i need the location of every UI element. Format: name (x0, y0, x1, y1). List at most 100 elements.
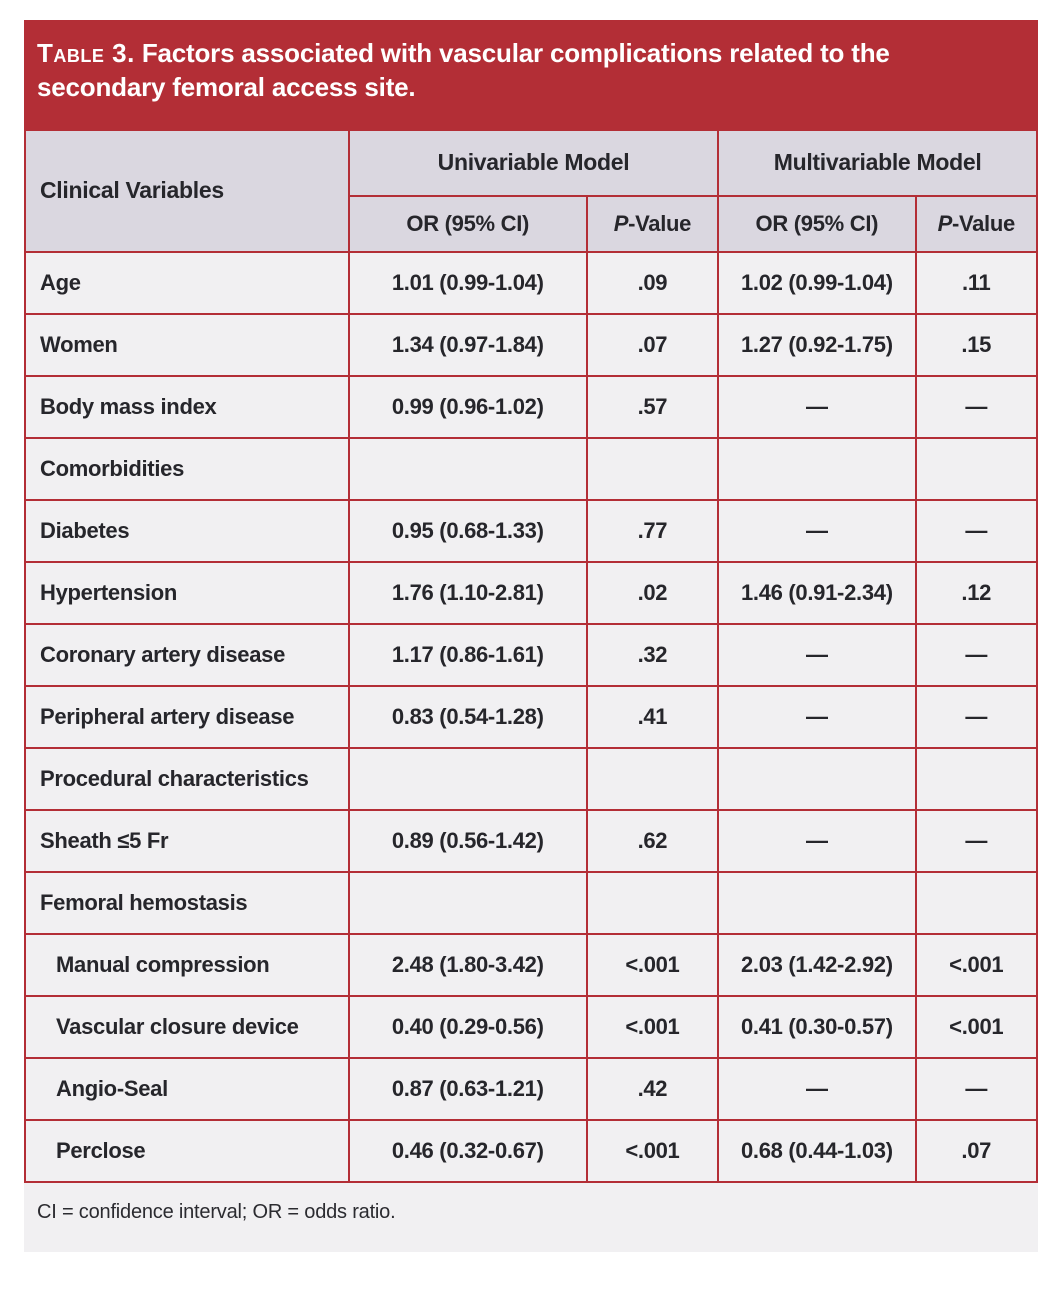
multi-or-cell: — (717, 622, 917, 687)
multi-or-cell: — (717, 808, 917, 873)
table-title-bar: Table 3. Factors associated with vascula… (24, 20, 1038, 129)
uni-p-cell: <.001 (585, 994, 720, 1059)
multi-p-cell: <.001 (914, 994, 1039, 1059)
uni-p-cell (585, 436, 720, 501)
table-row-femoral-hemostasis: Femoral hemostasis (24, 870, 1039, 935)
table-row-diabetes: Diabetes 0.95 (0.68-1.33) .77 — — (24, 498, 1039, 563)
uni-pvalue-header: P-Value (585, 194, 720, 253)
table-row-age: Age 1.01 (0.99-1.04) .09 1.02 (0.99-1.04… (24, 250, 1039, 315)
uni-p-cell: .09 (585, 250, 720, 315)
p-italic: P (613, 210, 629, 236)
uni-or-cell: 2.48 (1.80-3.42) (347, 932, 588, 997)
p-suffix: -Value (628, 210, 692, 236)
uni-or-cell: 0.87 (0.63-1.21) (347, 1056, 588, 1121)
clinical-variables-header: Clinical Variables (24, 128, 350, 253)
row-label: Procedural characteristics (24, 746, 350, 811)
uni-p-cell: .42 (585, 1056, 720, 1121)
multi-p-cell: — (914, 808, 1039, 873)
row-label: Femoral hemostasis (24, 870, 350, 935)
table-footnote: CI = confidence interval; OR = odds rati… (24, 1182, 1038, 1252)
uni-or-cell (347, 746, 588, 811)
table-row-comorbidities: Comorbidities (24, 436, 1039, 501)
multi-pvalue-header: P-Value (914, 194, 1039, 253)
table-row-women: Women 1.34 (0.97-1.84) .07 1.27 (0.92-1.… (24, 312, 1039, 377)
row-label: Vascular closure device (24, 994, 350, 1059)
row-label: Women (24, 312, 350, 377)
multi-p-cell (914, 436, 1039, 501)
multi-or-cell (717, 436, 917, 501)
uni-p-cell: .41 (585, 684, 720, 749)
uni-or-cell: 1.34 (0.97-1.84) (347, 312, 588, 377)
uni-or-cell: 1.17 (0.86-1.61) (347, 622, 588, 687)
row-label: Diabetes (24, 498, 350, 563)
table-row-cad: Coronary artery disease 1.17 (0.86-1.61)… (24, 622, 1039, 687)
multi-or-header: OR (95% CI) (717, 194, 917, 253)
multi-p-cell: .07 (914, 1118, 1039, 1183)
uni-p-cell: .57 (585, 374, 720, 439)
multi-or-cell: — (717, 1056, 917, 1121)
table-row-vascular-closure-device: Vascular closure device 0.40 (0.29-0.56)… (24, 994, 1039, 1059)
uni-or-cell (347, 870, 588, 935)
uni-or-cell: 1.01 (0.99-1.04) (347, 250, 588, 315)
table-row-perclose: Perclose 0.46 (0.32-0.67) <.001 0.68 (0.… (24, 1118, 1039, 1183)
row-label: Coronary artery disease (24, 622, 350, 687)
row-label: Manual compression (24, 932, 350, 997)
multi-p-cell: — (914, 622, 1039, 687)
uni-p-cell: .62 (585, 808, 720, 873)
p-italic: P (937, 210, 953, 236)
multi-or-cell: 0.68 (0.44-1.03) (717, 1118, 917, 1183)
multi-or-cell: 0.41 (0.30-0.57) (717, 994, 917, 1059)
multivariable-model-header: Multivariable Model (717, 128, 1038, 197)
uni-or-cell: 0.46 (0.32-0.67) (347, 1118, 588, 1183)
uni-p-cell (585, 870, 720, 935)
group-header-row: Clinical Variables Univariable Model Mul… (24, 128, 1038, 253)
table-row-angio-seal: Angio-Seal 0.87 (0.63-1.21) .42 — — (24, 1056, 1039, 1121)
table-header: Clinical Variables Univariable Model Mul… (24, 128, 1039, 253)
uni-or-cell: 0.95 (0.68-1.33) (347, 498, 588, 563)
multi-p-cell (914, 746, 1039, 811)
uni-or-cell: 1.76 (1.10-2.81) (347, 560, 588, 625)
table-row-procedural: Procedural characteristics (24, 746, 1039, 811)
uni-or-cell: 0.89 (0.56-1.42) (347, 808, 588, 873)
multi-or-cell: — (717, 498, 917, 563)
uni-or-cell: 0.99 (0.96-1.02) (347, 374, 588, 439)
multi-p-cell: .12 (914, 560, 1039, 625)
row-label: Hypertension (24, 560, 350, 625)
table-row-pad: Peripheral artery disease 0.83 (0.54-1.2… (24, 684, 1039, 749)
results-table: Clinical Variables Univariable Model Mul… (24, 128, 1039, 1183)
table-body: Age 1.01 (0.99-1.04) .09 1.02 (0.99-1.04… (24, 250, 1039, 1183)
multi-p-cell: .11 (914, 250, 1039, 315)
uni-p-cell: <.001 (585, 932, 720, 997)
uni-p-cell: .32 (585, 622, 720, 687)
multi-or-cell: 1.27 (0.92-1.75) (717, 312, 917, 377)
multi-or-cell: — (717, 684, 917, 749)
uni-or-cell: 0.83 (0.54-1.28) (347, 684, 588, 749)
table-number-label: Table 3. (37, 38, 135, 68)
multi-p-cell: — (914, 684, 1039, 749)
multi-or-cell: — (717, 374, 917, 439)
multi-p-cell: .15 (914, 312, 1039, 377)
multi-or-cell: 1.46 (0.91-2.34) (717, 560, 917, 625)
multi-p-cell: — (914, 498, 1039, 563)
uni-or-header: OR (95% CI) (347, 194, 588, 253)
row-label: Peripheral artery disease (24, 684, 350, 749)
uni-or-cell: 0.40 (0.29-0.56) (347, 994, 588, 1059)
multi-p-cell: — (914, 374, 1039, 439)
table-row-manual-compression: Manual compression 2.48 (1.80-3.42) <.00… (24, 932, 1039, 997)
row-label: Body mass index (24, 374, 350, 439)
univariable-model-header: Univariable Model (347, 128, 720, 197)
uni-p-cell: .02 (585, 560, 720, 625)
row-label: Angio-Seal (24, 1056, 350, 1121)
row-label: Sheath ≤5 Fr (24, 808, 350, 873)
multi-p-cell: <.001 (914, 932, 1039, 997)
p-suffix: -Value (951, 210, 1015, 236)
row-label: Perclose (24, 1118, 350, 1183)
table-row-bmi: Body mass index 0.99 (0.96-1.02) .57 — — (24, 374, 1039, 439)
multi-p-cell: — (914, 1056, 1039, 1121)
uni-or-cell (347, 436, 588, 501)
uni-p-cell: .07 (585, 312, 720, 377)
multi-or-cell (717, 870, 917, 935)
row-label: Age (24, 250, 350, 315)
uni-p-cell: <.001 (585, 1118, 720, 1183)
